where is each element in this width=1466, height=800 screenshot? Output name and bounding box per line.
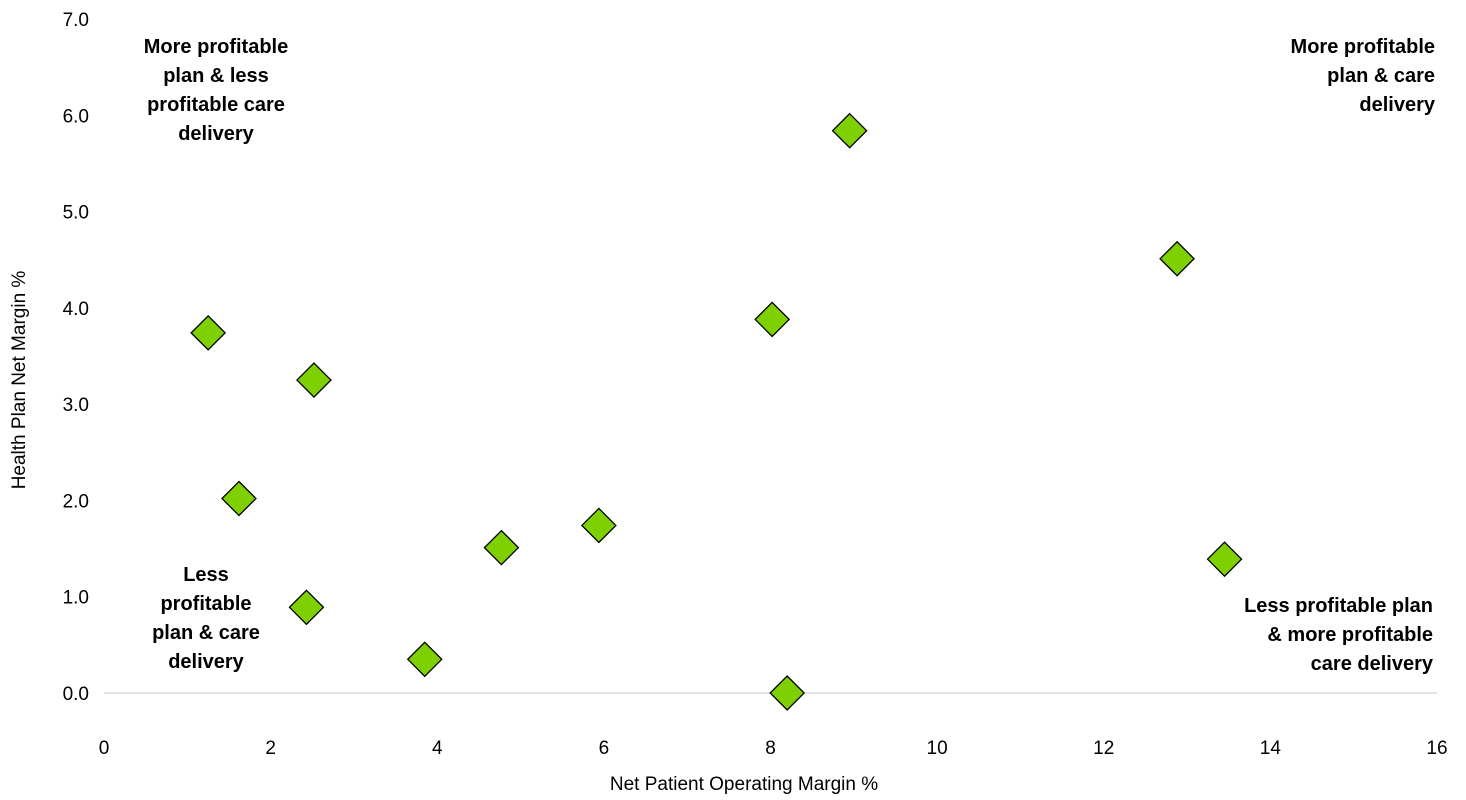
annotation-bottom-right: Less profitable plan & more profitable car… xyxy=(1244,595,1434,675)
annotation-line: More profitable xyxy=(1291,36,1435,58)
data-point xyxy=(288,589,325,626)
y-tick-label: 5.0 xyxy=(63,203,89,224)
annotation-line: care delivery xyxy=(1311,653,1434,675)
data-point xyxy=(296,362,332,398)
data-point xyxy=(580,507,617,544)
data-point xyxy=(831,112,868,149)
y-tick-label: 4.0 xyxy=(63,299,89,320)
annotation-line: plan & less xyxy=(163,65,269,87)
y-tick-label: 0.0 xyxy=(63,684,89,705)
y-tick-label: 6.0 xyxy=(63,106,89,127)
data-point xyxy=(221,480,257,517)
annotation-line: profitable xyxy=(160,593,251,615)
data-point xyxy=(190,314,227,351)
data-point xyxy=(1206,541,1243,578)
x-axis-title: Net Patient Operating Margin % xyxy=(610,774,878,795)
y-tick-labels: 0.0 1.0 2.0 3.0 4.0 5.0 6.0 7.0 xyxy=(63,10,89,705)
x-tick-label: 0 xyxy=(99,738,110,759)
x-tick-label: 14 xyxy=(1260,738,1282,759)
annotation-top-left: More profitable plan & less profitable car… xyxy=(144,36,288,145)
annotation-line: More profitable xyxy=(144,36,288,58)
data-point xyxy=(1159,240,1195,277)
x-tick-label: 16 xyxy=(1426,738,1447,759)
annotation-top-right: More profitable plan & care delivery xyxy=(1291,36,1436,116)
y-tick-label: 3.0 xyxy=(63,395,89,416)
x-tick-labels: 0 2 4 6 8 10 12 14 16 xyxy=(99,738,1448,759)
x-tick-label: 2 xyxy=(265,738,276,759)
x-tick-label: 6 xyxy=(599,738,610,759)
data-point xyxy=(483,529,520,566)
x-tick-label: 12 xyxy=(1093,738,1114,759)
data-point xyxy=(769,675,806,711)
annotation-line: profitable care xyxy=(147,94,285,116)
y-axis-title: Health Plan Net Margin % xyxy=(9,271,30,490)
annotation-line: plan & care xyxy=(1327,65,1435,87)
annotation-line: delivery xyxy=(1359,94,1435,116)
y-tick-label: 1.0 xyxy=(63,588,89,609)
x-tick-label: 8 xyxy=(765,738,776,759)
y-tick-label: 7.0 xyxy=(63,10,89,31)
annotation-bottom-left: Less profitable plan & care delivery xyxy=(152,564,260,673)
data-point xyxy=(406,641,443,678)
x-tick-label: 4 xyxy=(432,738,443,759)
data-points xyxy=(190,112,1243,711)
annotation-line: Less xyxy=(183,564,229,586)
annotation-line: delivery xyxy=(178,123,254,145)
data-point xyxy=(754,301,791,338)
annotation-line: & more profitable xyxy=(1267,624,1433,646)
annotation-line: Less profitable plan xyxy=(1244,595,1433,617)
y-tick-label: 2.0 xyxy=(63,491,89,512)
annotation-line: delivery xyxy=(168,651,244,673)
annotation-line: plan & care xyxy=(152,622,260,644)
x-tick-label: 10 xyxy=(927,738,948,759)
